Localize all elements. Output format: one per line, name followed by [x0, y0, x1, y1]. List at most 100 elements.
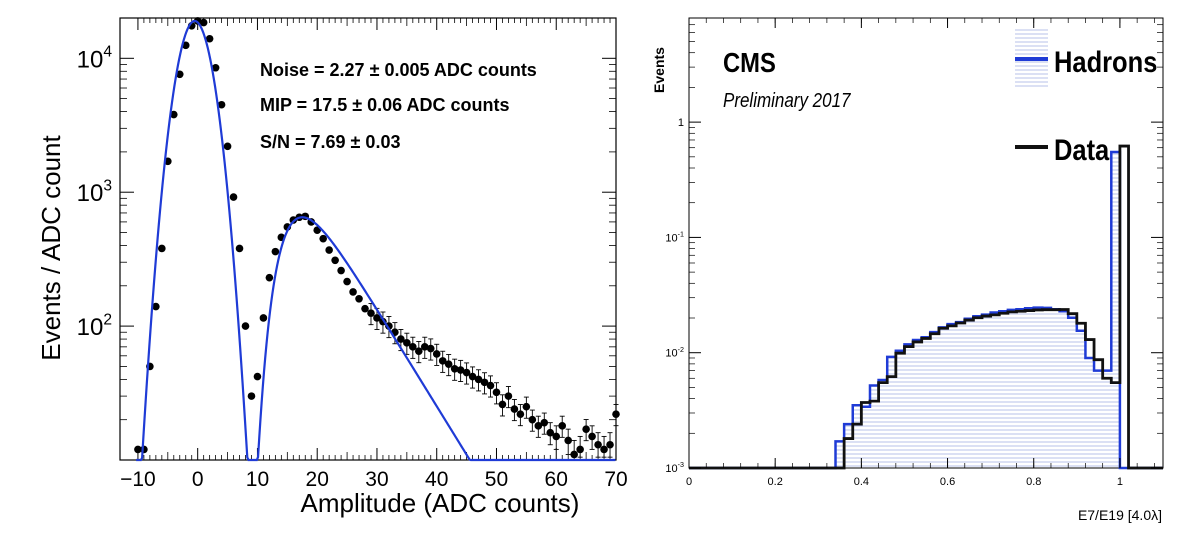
e7-y-tick-label: 10-1 [665, 230, 684, 244]
e7-x-tick-label: 0 [686, 476, 692, 488]
adc-y-tick-label: 104 [77, 44, 113, 74]
adc-data-point [337, 266, 345, 275]
adc-data-point [438, 357, 447, 365]
e7-e19-panel: 0 0.2 0.4 0.6 0.8 1 10-3 10-2 10-1 1 CMS Prelimi… [651, 17, 1164, 523]
adc-data-point [289, 216, 298, 224]
adc-data-point [414, 347, 423, 355]
adc-data-point [211, 63, 220, 72]
adc-data-point [271, 247, 280, 256]
adc-data-point [522, 402, 531, 411]
adc-data-point [229, 193, 238, 201]
adc-data-point [325, 246, 333, 254]
adc-data-point [247, 392, 256, 400]
adc-x-tick-label: 70 [604, 468, 627, 491]
cms-label: CMS [723, 46, 776, 78]
adc-data-point [152, 302, 160, 311]
adc-data-point [570, 450, 578, 459]
adc-data-point [510, 405, 519, 413]
adc-x-tick-label: 10 [246, 468, 269, 491]
adc-data-point [468, 372, 477, 381]
adc-data-point [462, 368, 471, 377]
adc-data-point [158, 244, 166, 253]
e7-y-axis-label: Events [651, 47, 667, 93]
legend-data-label: Data [1054, 133, 1110, 166]
adc-data-point [397, 335, 405, 343]
adc-data-point [409, 343, 417, 351]
adc-data-point [331, 256, 339, 265]
adc-data-point [199, 18, 208, 27]
legend-hadrons-label: Hadrons [1054, 45, 1157, 78]
adc-data-point [349, 288, 357, 296]
adc-data-point [444, 360, 453, 368]
adc-data-point [175, 70, 184, 79]
adc-data-point [426, 344, 435, 353]
adc-data-point [474, 375, 483, 384]
adc-data-point [498, 400, 507, 409]
adc-data-point [558, 422, 567, 430]
adc-y-tick-label: 102 [77, 311, 112, 341]
adc-y-tick-label: 103 [77, 177, 112, 207]
adc-y-ticks: 102 103 104 [77, 44, 616, 421]
adc-x-tick-label: 40 [425, 468, 448, 491]
adc-data-point [534, 422, 543, 430]
adc-data-point [265, 273, 274, 282]
adc-annotation-mip: MIP = 17.5 ± 0.06 ADC counts [260, 95, 509, 115]
adc-data-point [540, 418, 549, 427]
e7-x-tick-label: 0.2 [768, 476, 783, 488]
e7-x-tick-label: 1 [1117, 476, 1123, 488]
adc-x-tick-label: 60 [545, 468, 568, 491]
adc-data-point [600, 445, 608, 454]
adc-data-point [588, 432, 596, 441]
adc-x-tick-label: 50 [485, 468, 508, 491]
adc-data-points [134, 17, 620, 459]
adc-amplitude-panel: −10 0 10 20 30 40 50 60 70 102 103 104 Noise = 2.2… [36, 17, 628, 518]
adc-data-point [582, 425, 590, 433]
preliminary-label: Preliminary 2017 [723, 89, 851, 112]
adc-data-point [456, 366, 465, 374]
e7-x-tick-label: 0.8 [1026, 476, 1041, 488]
adc-data-point [450, 364, 459, 373]
e7-x-tick-label: 0.6 [940, 476, 955, 488]
adc-annotation-sn: S/N = 7.69 ± 0.03 [260, 132, 400, 152]
data-histogram [689, 144, 1163, 470]
adc-data-point [492, 388, 501, 397]
adc-data-point [373, 314, 381, 322]
adc-data-point [594, 440, 602, 449]
adc-data-point [546, 428, 555, 437]
adc-data-point [367, 309, 375, 317]
adc-x-tick-label: 0 [192, 468, 204, 491]
adc-data-point [420, 343, 429, 351]
adc-data-point [432, 350, 441, 358]
e7-x-ticks: 0 0.2 0.4 0.6 0.8 1 [686, 18, 1155, 488]
adc-data-point [235, 244, 244, 253]
adc-data-point [343, 277, 351, 286]
adc-data-point [612, 410, 620, 418]
adc-data-point [403, 339, 411, 347]
adc-data-point [528, 415, 537, 424]
adc-y-axis-label: Events / ADC count [36, 135, 66, 361]
adc-data-point [217, 100, 226, 109]
e7-y-tick-label: 1 [678, 117, 684, 129]
adc-data-point [361, 304, 369, 313]
adc-data-point [564, 436, 572, 445]
adc-data-point [606, 440, 614, 449]
adc-data-point [504, 392, 513, 400]
adc-x-tick-label: 30 [365, 468, 388, 491]
adc-data-point [205, 34, 214, 43]
e7-x-axis-label: E7/E19 [4.0λ] [1078, 507, 1162, 523]
adc-data-point [241, 322, 250, 330]
adc-data-point [319, 234, 327, 243]
adc-fit-curve [136, 19, 616, 462]
adc-data-point [134, 445, 142, 454]
e7-x-tick-label: 0.4 [854, 476, 869, 488]
e7-y-tick-label: 10-2 [665, 346, 684, 360]
e7-y-ticks: 10-3 10-2 10-1 1 [665, 24, 1163, 475]
adc-data-point [486, 381, 495, 390]
adc-data-point [480, 378, 489, 387]
adc-data-point [223, 142, 232, 151]
adc-data-point [516, 410, 525, 418]
adc-data-point [169, 110, 178, 119]
adc-x-tick-label: 20 [306, 468, 329, 491]
e7-y-tick-label: 10-3 [665, 461, 684, 475]
